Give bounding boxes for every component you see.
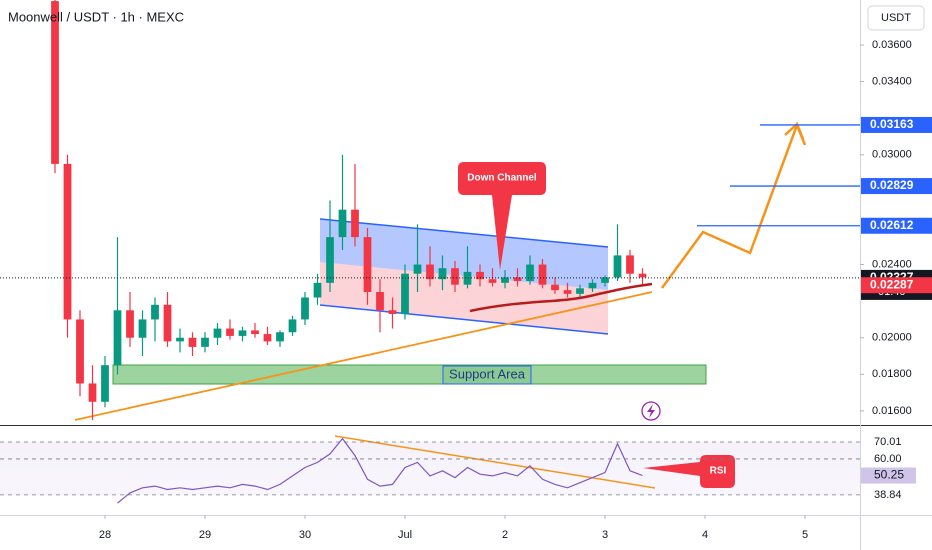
candle-body xyxy=(376,291,384,311)
candle-body xyxy=(613,255,622,278)
price-label: 0.02287 xyxy=(870,277,914,291)
candles xyxy=(51,0,647,421)
candle-body xyxy=(438,268,447,280)
price-label-box xyxy=(861,178,932,195)
candle-body xyxy=(563,290,572,294)
candle-body xyxy=(288,319,297,333)
candle-body xyxy=(401,273,409,314)
candle-body xyxy=(413,264,422,274)
annotation-text: Support Area xyxy=(449,366,526,381)
rsi-tick-label: 38.84 xyxy=(874,489,902,501)
price-label: 0.03163 xyxy=(870,117,914,131)
candle-body xyxy=(638,273,647,278)
currency-button[interactable] xyxy=(867,5,925,31)
down-channel-callout xyxy=(458,162,546,270)
y-tick-label: 0.03400 xyxy=(872,76,912,88)
trendline xyxy=(74,291,653,421)
support-area xyxy=(112,364,707,385)
candle-body xyxy=(338,209,347,238)
candle-body xyxy=(76,319,84,384)
x-tick-label: Jul xyxy=(398,529,412,541)
candle-body xyxy=(138,319,147,338)
rsi-trendline xyxy=(334,435,656,489)
candle-body xyxy=(538,264,547,285)
candle-body xyxy=(113,310,122,366)
channel-upper-fill xyxy=(320,219,608,290)
price-label: 0.02612 xyxy=(870,218,914,232)
candle-body xyxy=(388,310,397,314)
candle-body xyxy=(88,383,97,402)
event-icon-bolt xyxy=(647,404,655,418)
y-tick-label: 0.03600 xyxy=(872,39,912,51)
candle-body xyxy=(188,337,197,347)
candle-body xyxy=(276,332,284,342)
candle-body xyxy=(51,1,59,164)
candle-body xyxy=(476,271,484,280)
annotation-text: RSI xyxy=(710,466,727,477)
candle-body xyxy=(426,264,434,280)
candle-body xyxy=(551,284,559,291)
candle-body xyxy=(488,279,497,283)
y-tick-label: 0.03000 xyxy=(872,149,912,161)
candle-body xyxy=(363,237,372,292)
candle-body xyxy=(226,328,234,336)
x-tick-label: 2 xyxy=(502,529,508,541)
candle-body xyxy=(251,330,259,335)
channel-top xyxy=(319,218,609,248)
candle-body xyxy=(263,334,272,342)
y-tick-label: 0.02400 xyxy=(872,258,912,270)
candle-body xyxy=(101,365,109,402)
price-label-box xyxy=(861,277,932,294)
x-tick-label: 28 xyxy=(99,529,111,541)
candle-body xyxy=(176,337,184,342)
currency-label[interactable]: USDT xyxy=(881,12,911,24)
candle-body xyxy=(163,304,172,342)
channel-lower-fill xyxy=(320,262,608,334)
annotation-text: Down Channel xyxy=(467,173,537,184)
x-tick-label: 3 xyxy=(602,529,608,541)
moving-average xyxy=(469,282,653,313)
forecast-arrowhead xyxy=(784,121,805,140)
rsi-tick-label: 60.00 xyxy=(874,453,902,465)
candle-body xyxy=(626,255,634,274)
candle-body xyxy=(301,297,309,320)
rsi-value-label: 50.25 xyxy=(874,468,904,482)
candle-body xyxy=(126,310,134,338)
price-label-box xyxy=(861,217,932,234)
y-tick-label: 0.01800 xyxy=(872,368,912,380)
candle-body xyxy=(601,277,609,283)
candle-body xyxy=(151,304,159,320)
candle-body xyxy=(513,277,522,282)
rsi-value-box xyxy=(861,467,916,484)
y-tick-label: 0.02000 xyxy=(872,332,912,344)
x-tick-label: 5 xyxy=(802,529,808,541)
candle-body xyxy=(451,268,459,285)
candle-body xyxy=(588,282,597,289)
candle-body xyxy=(213,328,222,338)
x-tick-label: 29 xyxy=(199,529,211,541)
support-label-box xyxy=(442,365,532,385)
x-tick-label: 30 xyxy=(299,529,311,541)
price-label: 0.02829 xyxy=(870,178,914,192)
candle-body xyxy=(63,163,72,320)
candle-body xyxy=(238,330,247,336)
candle-body xyxy=(313,282,322,298)
candle-body xyxy=(576,288,584,294)
channel-bottom xyxy=(319,304,609,335)
candle-body xyxy=(351,209,359,238)
candle-body xyxy=(463,271,472,285)
rsi-callout xyxy=(643,455,735,488)
price-label-box xyxy=(861,116,932,133)
x-tick-label: 4 xyxy=(702,529,708,541)
rsi-tick-label: 70.01 xyxy=(874,436,902,448)
rsi-line xyxy=(117,437,643,504)
candle-body xyxy=(326,237,334,283)
y-tick-label: 0.01600 xyxy=(872,405,912,417)
candle-body xyxy=(526,264,534,282)
candle-body xyxy=(201,337,209,347)
candle-body xyxy=(501,277,509,283)
chart-title: Moonwell / USDT · 1h · MEXC xyxy=(8,9,184,24)
